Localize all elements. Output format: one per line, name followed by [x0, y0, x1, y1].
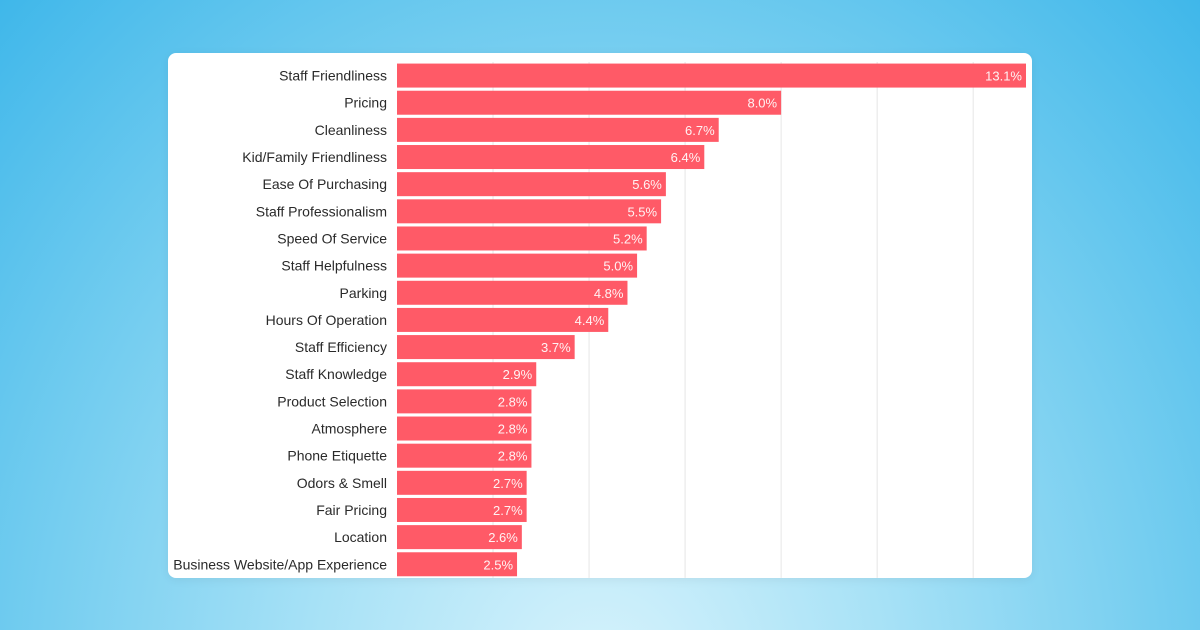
value-label-2: 6.7% — [685, 123, 715, 138]
bar-2 — [397, 117, 719, 142]
bar-10 — [397, 335, 575, 360]
bar-3 — [397, 145, 705, 170]
category-label-17: Location — [334, 529, 387, 545]
category-label-4: Ease Of Purchasing — [262, 176, 387, 192]
bar-4 — [397, 172, 666, 197]
category-label-12: Product Selection — [277, 393, 387, 409]
value-label-5: 5.5% — [627, 204, 657, 219]
category-label-8: Parking — [340, 285, 387, 301]
value-label-0: 13.1% — [985, 69, 1022, 84]
value-label-6: 5.2% — [613, 231, 643, 246]
bar-15 — [397, 470, 527, 495]
bar-8 — [397, 280, 628, 305]
category-label-0: Staff Friendliness — [279, 68, 387, 84]
bar-13 — [397, 416, 532, 441]
category-label-1: Pricing — [344, 95, 387, 111]
value-label-8: 4.8% — [594, 286, 624, 301]
category-label-16: Fair Pricing — [316, 502, 387, 518]
category-label-11: Staff Knowledge — [285, 366, 387, 382]
value-label-11: 2.9% — [503, 367, 533, 382]
bar-11 — [397, 362, 537, 387]
value-label-4: 5.6% — [632, 177, 662, 192]
value-label-1: 8.0% — [747, 96, 777, 111]
category-label-18: Business Website/App Experience — [173, 556, 387, 572]
category-label-15: Odors & Smell — [297, 475, 387, 491]
bar-layer — [397, 63, 1026, 577]
bar-12 — [397, 389, 532, 414]
bar-14 — [397, 443, 532, 468]
bar-6 — [397, 226, 647, 251]
bar-17 — [397, 525, 522, 550]
category-label-13: Atmosphere — [312, 421, 388, 437]
bar-1 — [397, 90, 782, 115]
category-label-10: Staff Efficiency — [295, 339, 387, 355]
category-label-7: Staff Helpfulness — [281, 258, 387, 274]
value-label-14: 2.8% — [498, 449, 528, 464]
value-label-3: 6.4% — [671, 150, 701, 165]
category-label-5: Staff Professionalism — [256, 203, 387, 219]
value-label-12: 2.8% — [498, 394, 528, 409]
category-label-3: Kid/Family Friendliness — [242, 149, 387, 165]
value-label-16: 2.7% — [493, 503, 523, 518]
value-label-10: 3.7% — [541, 340, 571, 355]
value-label-13: 2.8% — [498, 422, 528, 437]
bar-chart: Staff Friendliness 13.1% Pricing 8.0% Cleanl… — [173, 62, 1026, 578]
bar-0 — [397, 63, 1026, 88]
bar-16 — [397, 497, 527, 522]
label-layer: Staff Friendliness 13.1% Pricing 8.0% Cleanl… — [173, 68, 1022, 573]
category-label-2: Cleanliness — [315, 122, 387, 138]
value-label-9: 4.4% — [575, 313, 605, 328]
bar-18 — [397, 552, 518, 577]
value-label-17: 2.6% — [488, 530, 518, 545]
bar-9 — [397, 307, 609, 332]
value-label-18: 2.5% — [483, 557, 513, 572]
bar-5 — [397, 199, 662, 224]
category-label-14: Phone Etiquette — [287, 448, 387, 464]
bar-7 — [397, 253, 638, 278]
chart-card: Staff Friendliness 13.1% Pricing 8.0% Cleanl… — [168, 53, 1032, 578]
category-label-6: Speed Of Service — [277, 230, 387, 246]
category-label-9: Hours Of Operation — [266, 312, 387, 328]
value-label-7: 5.0% — [603, 259, 633, 274]
value-label-15: 2.7% — [493, 476, 523, 491]
